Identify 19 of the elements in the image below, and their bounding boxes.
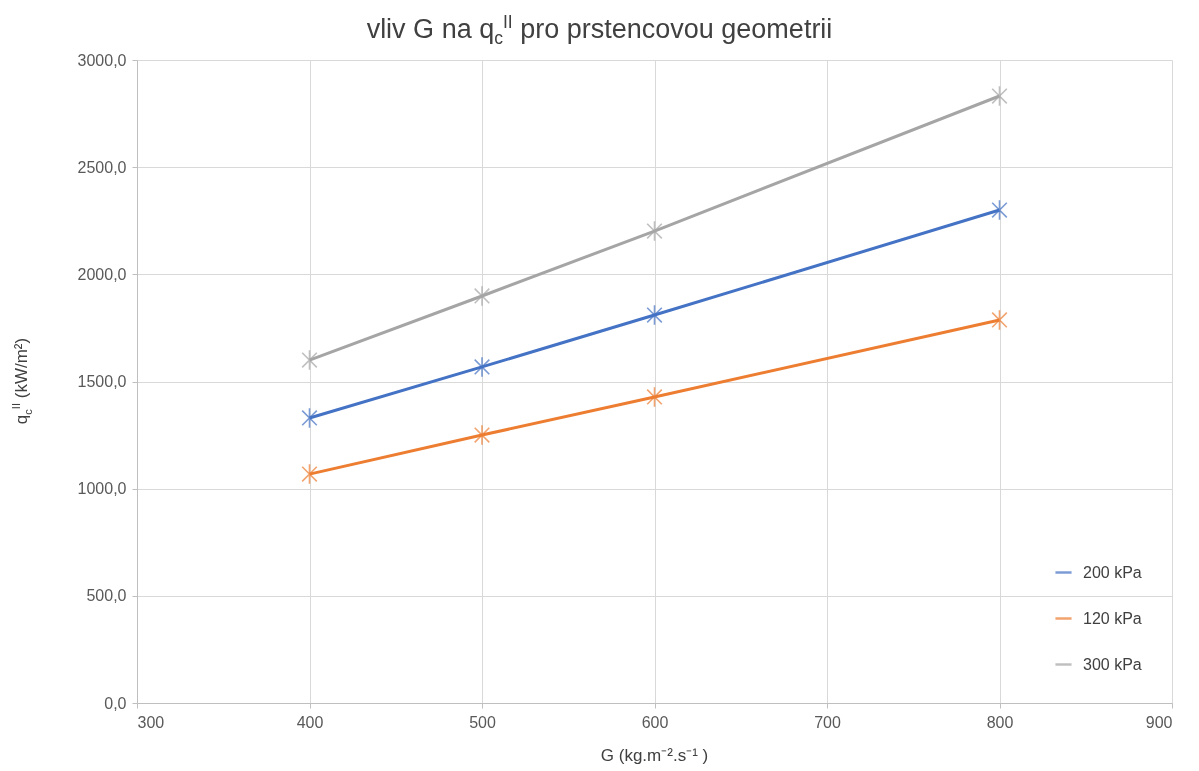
- y-tick-label: 2000,0: [77, 265, 127, 283]
- y-tick-label: 3000,0: [77, 51, 127, 69]
- x-tick-label: 800: [986, 713, 1014, 731]
- x-tick-label: 700: [814, 713, 841, 731]
- legend-label: 300 kPa: [1083, 655, 1142, 673]
- legend-label: 200 kPa: [1083, 563, 1142, 581]
- y-tick-label: 0,0: [104, 694, 127, 712]
- y-tick-label: 1000,0: [77, 480, 127, 498]
- x-axis-title: G (kg.m⁻².s⁻¹ ): [599, 745, 710, 766]
- x-tick-label: 500: [469, 713, 496, 731]
- x-tick-label: 400: [296, 713, 324, 731]
- chart-title: vliv G na q$_{c}$$^{II}$ pro prstencovou geometrii: [365, 12, 834, 50]
- x-tick-label: 600: [641, 713, 669, 731]
- x-tick-label: 900: [1145, 713, 1173, 731]
- x-tick-label: 300: [137, 713, 165, 731]
- y-tick-label: 2500,0: [77, 158, 127, 176]
- legend-label: 120 kPa: [1083, 609, 1142, 627]
- y-tick-label: 1500,0: [77, 373, 127, 390]
- y-tick-label: 500,0: [86, 587, 127, 605]
